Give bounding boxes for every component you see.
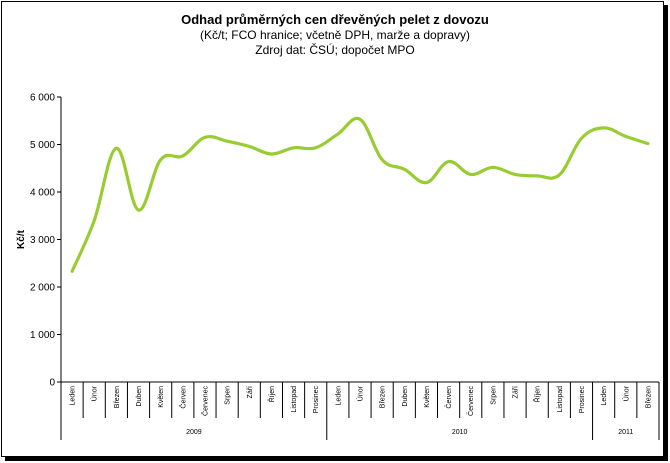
series-line (70, 116, 650, 273)
y-tick-label: 3 000 (30, 235, 55, 246)
x-category-label: Listopad (291, 386, 298, 413)
x-category-label: Únor (621, 385, 630, 401)
chart-source: Zdroj dat: ČSÚ; dopočet MPO (255, 43, 415, 57)
x-category-label: Leden (601, 386, 608, 406)
x-category-label: Červen (444, 386, 453, 409)
y-tick-label: 5 000 (30, 140, 55, 151)
x-category-label: Listopad (557, 386, 564, 413)
y-tick-label: 0 (49, 378, 55, 389)
x-category-label: Červenec (466, 386, 475, 416)
chart-title: Odhad průměrných cen dřevěných pelet z d… (181, 12, 489, 27)
y-axis-label: Kč/t (16, 229, 27, 249)
y-tick-label: 6 000 (30, 93, 55, 104)
x-category-label: Září (513, 386, 520, 399)
x-category-label: Únor (356, 385, 365, 401)
x-category-label: Prosinec (579, 386, 586, 414)
x-category-label: Červen (178, 386, 187, 409)
x-category-label: Leden (70, 386, 77, 406)
x-category-label: Leden (335, 386, 342, 406)
x-category-label: Srpen (225, 386, 232, 405)
x-category-label: Březen (114, 386, 121, 408)
x-category-label: Duben (402, 386, 409, 407)
x-group-label: 2011 (618, 429, 633, 436)
x-category-label: Květen (158, 386, 165, 408)
chart-titles: Odhad průměrných cen dřevěných pelet z d… (0, 12, 670, 58)
x-category-label: Březen (645, 386, 652, 408)
x-category-label: Březen (380, 386, 387, 408)
x-category-label: Říjen (533, 386, 542, 402)
x-category-label: Červenec (200, 386, 209, 416)
chart-subtitle: (Kč/t; FCO hranice; včetně DPH, marže a … (199, 28, 471, 42)
x-category-label: Duben (136, 386, 143, 407)
x-group-label: 2009 (186, 429, 202, 436)
x-category-label: Prosinec (313, 386, 320, 414)
x-category-label: Únor (90, 385, 99, 401)
x-category-label: Srpen (490, 386, 497, 405)
x-group-label: 2010 (452, 429, 468, 436)
chart-frame (1, 1, 664, 457)
y-tick-label: 2 000 (30, 283, 55, 294)
x-category-label: Květen (424, 386, 431, 408)
y-tick-label: 1 000 (30, 330, 55, 341)
x-category-label: Říjen (267, 386, 276, 402)
x-category-label: Září (247, 386, 254, 399)
y-tick-label: 4 000 (30, 188, 55, 199)
